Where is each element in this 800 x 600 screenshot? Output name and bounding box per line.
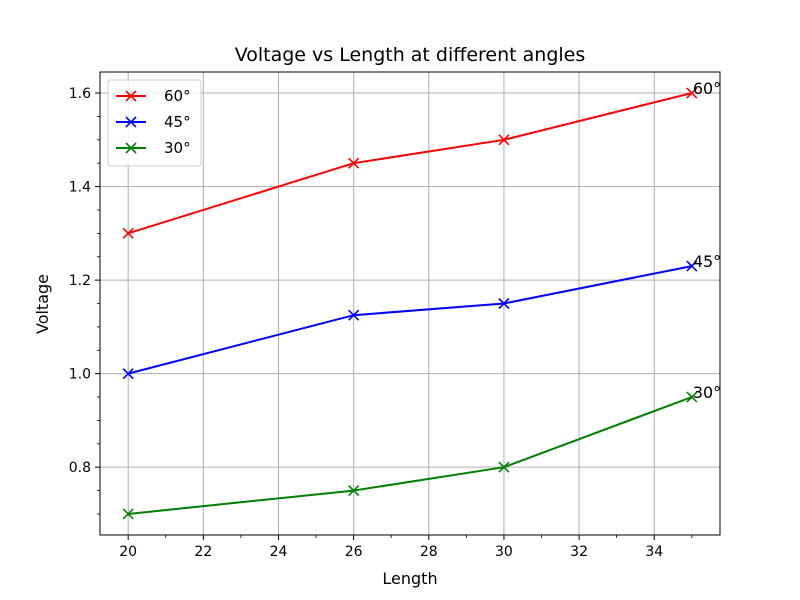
data-point xyxy=(348,157,360,169)
data-point xyxy=(122,227,134,239)
y-tick-label: 1.2 xyxy=(69,273,91,289)
legend-entry: 45° xyxy=(116,113,191,131)
series-line xyxy=(127,92,693,235)
y-axis-label: Voltage xyxy=(33,274,52,334)
series-group xyxy=(122,87,698,520)
series-line xyxy=(127,265,693,375)
legend-entry: 60° xyxy=(116,87,191,105)
x-tick-label: 28 xyxy=(420,544,438,560)
x-tick-label: 22 xyxy=(194,544,212,560)
data-point xyxy=(348,485,360,497)
data-point xyxy=(686,391,698,403)
x-tick-label: 34 xyxy=(645,544,663,560)
annotations: 60° 45° 30° xyxy=(693,79,721,402)
annotation-label: 30° xyxy=(693,383,721,402)
y-tick-label: 1.0 xyxy=(69,367,91,383)
legend-label: 30° xyxy=(164,139,191,157)
series-2 xyxy=(122,391,698,520)
chart-title: Voltage vs Length at different angles xyxy=(235,44,586,66)
annotation-label: 60° xyxy=(693,79,721,98)
legend-entry: 30° xyxy=(116,139,191,157)
series-1 xyxy=(122,260,698,380)
data-point xyxy=(348,309,360,321)
x-tick-label: 32 xyxy=(570,544,588,560)
legend-marker xyxy=(125,90,137,102)
data-point xyxy=(498,461,510,473)
x-tick-label: 26 xyxy=(345,544,363,560)
data-point xyxy=(686,87,698,99)
ticks: 20 22 24 26 28 30 32 34 0.8 1.0 1.2 1.4 1.6 xyxy=(69,86,693,560)
y-tick-label: 1.6 xyxy=(69,86,91,102)
legend-label: 60° xyxy=(164,87,191,105)
y-tick-label: 0.8 xyxy=(69,460,91,476)
data-point xyxy=(498,134,510,146)
x-tick-label: 30 xyxy=(495,544,513,560)
annotation-label: 45° xyxy=(693,252,721,271)
legend-marker xyxy=(125,116,137,128)
legend-label: 45° xyxy=(164,113,191,131)
y-tick-label: 1.4 xyxy=(69,180,91,196)
x-axis-label: Length xyxy=(382,569,437,588)
data-point xyxy=(686,260,698,272)
data-point xyxy=(498,297,510,310)
x-tick-label: 20 xyxy=(119,544,137,560)
series-line xyxy=(128,396,693,515)
data-point xyxy=(122,508,134,520)
legend-box xyxy=(107,79,202,167)
legend-marker xyxy=(125,142,137,154)
legend: 60° 45° 30° xyxy=(107,79,202,167)
series-0 xyxy=(122,87,698,239)
x-tick-label: 24 xyxy=(270,544,288,560)
data-point xyxy=(122,368,134,380)
